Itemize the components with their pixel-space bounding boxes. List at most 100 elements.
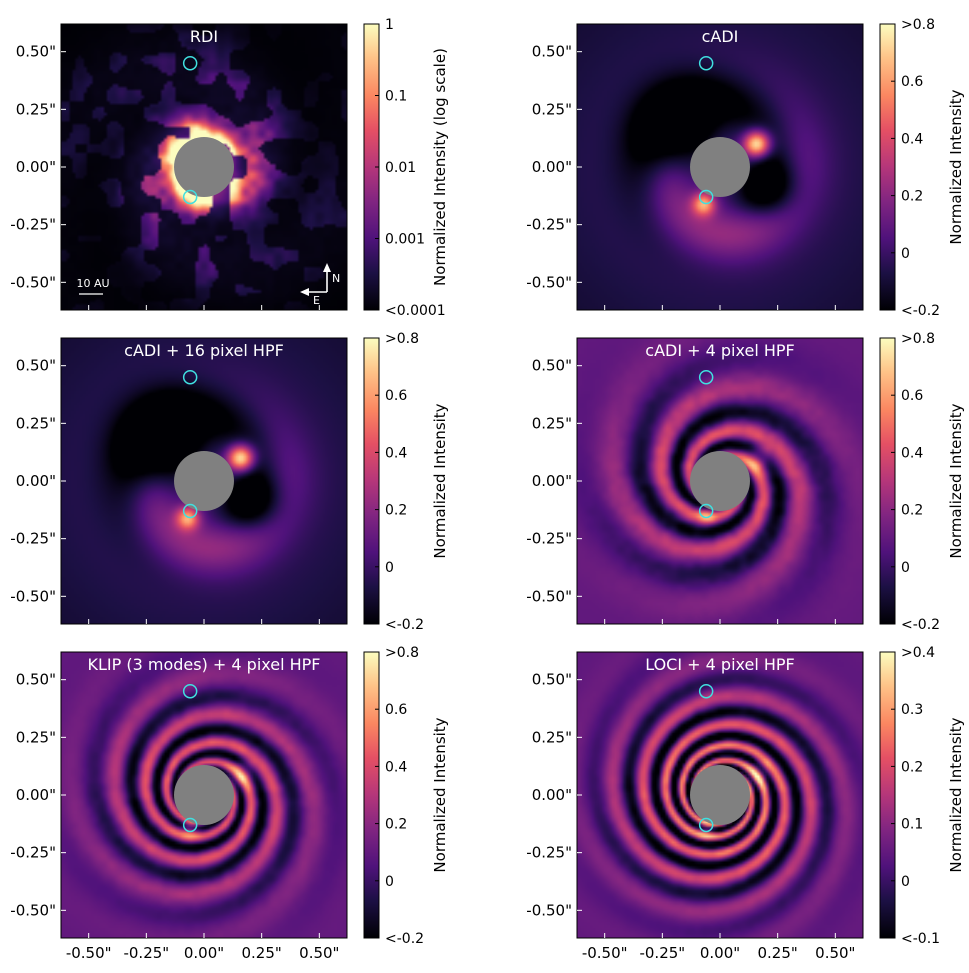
x-tick-label: 0.00"	[700, 944, 740, 962]
panel-title: KLIP (3 modes) + 4 pixel HPF	[88, 655, 321, 674]
y-tick-label: -0.25"	[526, 530, 572, 548]
colorbar-label: Normalized Intensity	[947, 403, 965, 558]
x-tick-label: -0.50"	[66, 944, 112, 962]
marker-circle	[698, 683, 714, 699]
y-tick-label: 0.00"	[16, 786, 56, 804]
colorbar-label: Normalized Intensity	[431, 403, 449, 558]
colorbar-tick-label: 0.2	[901, 189, 923, 205]
y-tick-label: -0.25"	[10, 844, 56, 862]
colorbar-label: Normalized Intensity	[947, 89, 965, 244]
marker-circle	[698, 55, 714, 71]
panel-title: cADI + 4 pixel HPF	[645, 341, 794, 360]
y-tick-label: 0.50"	[16, 357, 56, 375]
colorbar	[879, 337, 896, 625]
x-tick-label: 0.25"	[242, 944, 282, 962]
colorbar-tick-label: >0.8	[385, 331, 419, 347]
colorbar-tick-label: 0.001	[385, 232, 425, 248]
colorbar-tick-label: 0.6	[385, 702, 407, 718]
y-tick-label: 0.00"	[16, 472, 56, 490]
y-tick-label: 0.00"	[532, 472, 572, 490]
coronagraph-mask	[690, 137, 750, 197]
panel-loci: LOCI + 4 pixel HPF -0.50" -0.25" 0.00" 0.25"…	[526, 645, 965, 962]
y-tick-label: -0.25"	[526, 844, 572, 862]
y-tick-label: 0.25"	[16, 414, 56, 432]
marker-circle	[182, 503, 198, 519]
y-tick-label: -0.50"	[526, 901, 572, 919]
x-tick-label: 0.00"	[184, 944, 224, 962]
y-tick-label: 0.50"	[532, 671, 572, 689]
y-tick-label: 0.25"	[16, 728, 56, 746]
colorbar-tick-label: 1	[385, 17, 394, 33]
colorbar-tick-label: <0.0001	[385, 303, 446, 319]
colorbar-tick-label: 0	[901, 874, 910, 890]
marker-circle	[698, 503, 714, 519]
panel-cadi: cADI -0.50" -0.25" 0.00" 0.25" 0.50" >0.8 0.6 0.…	[526, 17, 965, 319]
colorbar-tick-label: <-0.2	[901, 617, 940, 633]
marker-circle	[698, 817, 714, 833]
colorbar-tick-label: >0.8	[385, 645, 419, 661]
colorbar-tick-label: 0.4	[901, 445, 923, 461]
colorbar-tick-label: 0.1	[385, 89, 407, 105]
panel-title: RDI	[190, 27, 218, 46]
x-tick-label: 0.25"	[758, 944, 798, 962]
colorbar-label: Normalized Intensity (log scale)	[431, 48, 449, 286]
colorbar-tick-label: <-0.2	[385, 617, 424, 633]
coronagraph-mask	[174, 137, 234, 197]
y-tick-label: 0.25"	[16, 100, 56, 118]
colorbar-tick-label: >0.4	[901, 645, 935, 661]
y-tick-label: 0.25"	[532, 100, 572, 118]
y-tick-label: -0.25"	[10, 530, 56, 548]
marker-circle	[182, 189, 198, 205]
colorbar-label: Normalized Intensity	[947, 717, 965, 872]
y-tick-label: -0.50"	[10, 273, 56, 291]
y-tick-label: 0.50"	[16, 43, 56, 61]
y-tick-label: 0.00"	[532, 786, 572, 804]
colorbar-tick-label: 0.2	[901, 503, 923, 519]
colorbar-tick-label: 0.4	[385, 759, 407, 775]
colorbar	[879, 23, 896, 311]
y-tick-label: 0.50"	[532, 357, 572, 375]
compass-north-head	[323, 263, 331, 272]
x-tick-label: -0.25"	[123, 944, 169, 962]
colorbar	[879, 651, 896, 939]
compass-east-head	[300, 288, 309, 296]
colorbar-label: Normalized Intensity	[431, 717, 449, 872]
marker-circle	[182, 55, 198, 71]
panel-title: cADI + 16 pixel HPF	[124, 341, 284, 360]
colorbar-tick-label: 0	[901, 246, 910, 262]
panel-klip: KLIP (3 modes) + 4 pixel HPF -0.50" -0.25"…	[10, 645, 449, 962]
panel-cadi16: cADI + 16 pixel HPF -0.50" -0.25" 0.00" 0.25…	[10, 331, 449, 633]
x-tick-label: 0.50"	[299, 944, 339, 962]
y-tick-label: 0.00"	[532, 158, 572, 176]
y-tick-label: 0.50"	[16, 671, 56, 689]
y-tick-label: -0.25"	[526, 216, 572, 234]
colorbar-tick-label: 0.2	[385, 503, 407, 519]
y-tick-label: -0.50"	[526, 273, 572, 291]
colorbar-tick-label: >0.8	[901, 331, 935, 347]
marker-circle	[182, 369, 198, 385]
y-tick-label: -0.25"	[10, 216, 56, 234]
compass-east-label: E	[313, 294, 320, 307]
marker-circle	[182, 683, 198, 699]
x-tick-label: -0.50"	[582, 944, 628, 962]
colorbar-tick-label: <-0.2	[385, 931, 424, 947]
panel-title: LOCI + 4 pixel HPF	[645, 655, 795, 674]
colorbar-tick-label: 0.6	[901, 388, 923, 404]
colorbar-tick-label: 0.2	[385, 817, 407, 833]
colorbar-tick-label: 0.1	[901, 817, 923, 833]
colorbar-tick-label: 0.01	[385, 160, 416, 176]
y-tick-label: -0.50"	[10, 587, 56, 605]
coronagraph-mask	[690, 765, 750, 825]
x-tick-label: 0.50"	[815, 944, 855, 962]
coronagraph-mask	[174, 765, 234, 825]
compass-north-label: N	[332, 272, 340, 285]
marker-circle	[698, 189, 714, 205]
colorbar-tick-label: 0.6	[901, 74, 923, 90]
colorbar-tick-label: 0	[901, 560, 910, 576]
y-tick-label: -0.50"	[526, 587, 572, 605]
y-tick-label: -0.50"	[10, 901, 56, 919]
colorbar-tick-label: 0.6	[385, 388, 407, 404]
colorbar-tick-label: 0.3	[901, 702, 923, 718]
